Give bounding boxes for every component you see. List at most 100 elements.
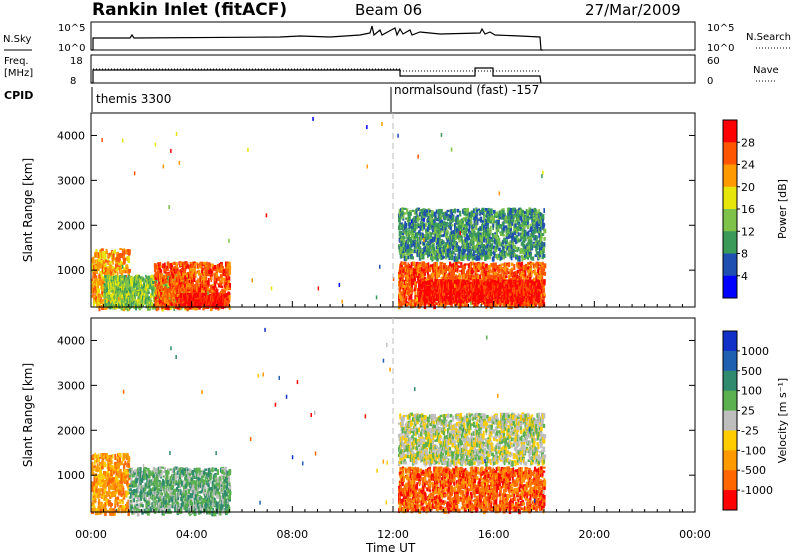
power-cell — [96, 292, 98, 296]
power-cell — [154, 281, 157, 287]
power-cell — [184, 291, 188, 295]
power-cell — [203, 287, 206, 291]
power-cell — [441, 269, 444, 275]
power-cell — [433, 267, 436, 271]
power-cell — [418, 273, 421, 278]
power-cell — [439, 269, 442, 274]
power-cell — [173, 261, 176, 266]
power-cell — [204, 301, 207, 306]
power-cell — [226, 264, 229, 270]
power-cell — [411, 285, 413, 291]
power-cell — [471, 274, 474, 279]
power-cell — [400, 274, 403, 277]
power-cell — [169, 277, 172, 283]
power-cell — [190, 282, 193, 286]
power-cell — [526, 275, 528, 282]
power-cell — [187, 292, 190, 295]
power-cell — [492, 262, 495, 267]
power-cell — [474, 262, 478, 269]
power-cell — [199, 278, 202, 283]
power-cell — [209, 286, 212, 291]
power-cell — [127, 256, 130, 261]
power-cell — [123, 274, 126, 281]
power-cell — [438, 298, 441, 304]
power-cell — [117, 281, 121, 288]
power-cell — [159, 261, 162, 267]
power-cell — [100, 256, 103, 261]
power-cell — [227, 294, 230, 299]
beam-label: Beam 06 — [355, 1, 422, 19]
power-cell — [473, 262, 476, 267]
power-cell — [96, 287, 99, 293]
power-cell — [114, 299, 118, 306]
power-cell — [513, 275, 516, 280]
power-cell — [466, 263, 469, 266]
power-cell — [476, 266, 478, 272]
power-cell — [109, 260, 112, 264]
power-cell — [97, 288, 100, 294]
power-cell — [175, 262, 178, 268]
power-cell — [406, 282, 409, 285]
power-cell — [111, 269, 113, 272]
power-cell — [195, 293, 198, 299]
power-cell — [113, 297, 115, 304]
power-cell — [540, 264, 544, 269]
power-cell — [433, 296, 436, 303]
power-cell — [94, 259, 97, 264]
power-cell — [130, 282, 134, 287]
power-cell — [205, 276, 208, 282]
power-cell — [462, 268, 465, 275]
power-cell — [418, 302, 421, 307]
power-cell — [496, 303, 500, 306]
power-cell — [542, 261, 544, 265]
power-cell — [439, 289, 443, 294]
power-cell — [508, 274, 510, 279]
power-cell — [410, 303, 413, 309]
power-cell — [165, 265, 168, 272]
power-cell — [116, 271, 119, 277]
nsky-tick-low-right: 10^0 — [707, 43, 734, 54]
power-cell — [127, 274, 130, 280]
power-cell — [97, 260, 100, 266]
power-cell — [102, 284, 104, 287]
power-cell — [398, 282, 401, 287]
power-cell — [408, 267, 411, 274]
power-cell — [218, 284, 221, 288]
power-cell — [162, 281, 165, 285]
power-cell — [160, 292, 163, 295]
power-cell — [428, 286, 431, 290]
power-cell — [416, 290, 419, 297]
power-cell — [121, 270, 124, 276]
power-cell — [104, 259, 107, 262]
power-cell — [542, 288, 546, 291]
nave-label: Nave — [753, 65, 779, 76]
power-cell — [166, 283, 169, 289]
power-cell — [149, 297, 152, 302]
power-cell — [186, 287, 189, 292]
power-cell — [400, 291, 403, 295]
power-cell — [114, 263, 117, 270]
power-cell — [540, 299, 543, 303]
power-cell — [220, 285, 223, 288]
power-cell — [180, 275, 183, 280]
power-cell — [423, 273, 427, 276]
power-cell — [418, 264, 421, 268]
power-cell — [399, 295, 402, 301]
power-cell — [214, 291, 217, 294]
power-cell — [515, 302, 518, 309]
power-cell — [406, 289, 408, 296]
power-cell — [173, 266, 176, 269]
power-cell — [508, 271, 511, 275]
power-cell — [492, 276, 495, 281]
power-cell — [435, 262, 438, 267]
power-cell — [199, 303, 202, 308]
power-cell — [123, 269, 126, 274]
power-cell — [462, 265, 465, 272]
power-cell — [513, 264, 516, 270]
power-cell — [116, 288, 118, 295]
power-cell — [218, 276, 220, 280]
power-cell — [520, 273, 523, 277]
power-cell — [461, 303, 464, 307]
power-cell — [99, 294, 102, 298]
